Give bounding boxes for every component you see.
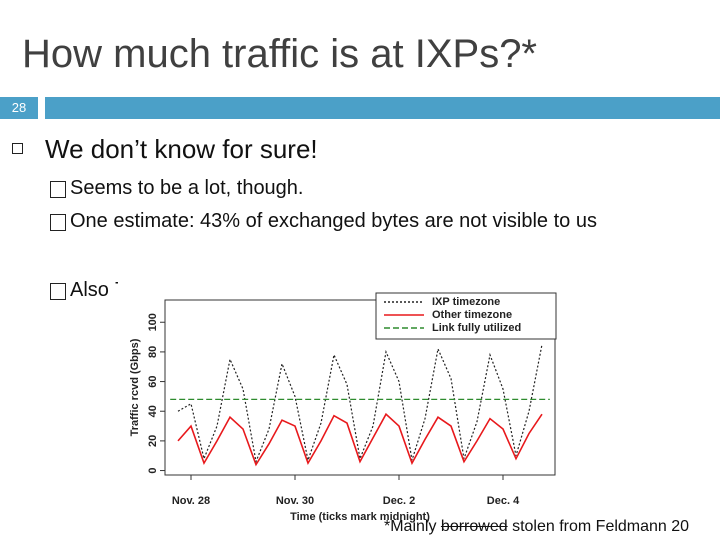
y-tick-label: 100	[147, 313, 159, 331]
bullet-text: One estimate: 43% of exchanged bytes are…	[70, 210, 597, 232]
footnote-text: stolen from Feldmann 20	[512, 518, 690, 535]
slide-number: 28	[0, 97, 38, 119]
footnote-struck: borrowed	[440, 518, 508, 535]
bullet-text: Seems to be a lot, though.	[70, 177, 304, 199]
y-tick-label: 0	[147, 467, 159, 473]
legend-label: Link fully utilized	[432, 322, 521, 334]
x-tick-label: Dec. 4	[487, 495, 520, 507]
legend-label: Other timezone	[432, 309, 512, 321]
bullet	[50, 283, 66, 300]
footnote: *Mainly borrowed stolen from Feldmann 20	[384, 518, 689, 536]
chart: 0 20 40 60 80 100 Nov. 28 Nov. 30 Dec. 2 Dec. 4 Tr…	[118, 280, 560, 525]
legend-box	[375, 292, 557, 340]
line-series	[177, 412, 543, 467]
slide-title: How much traffic is at IXPs?*	[22, 32, 537, 76]
legend-label: IXP timezone	[432, 296, 500, 308]
plot-frame	[164, 299, 556, 476]
bullet	[12, 143, 23, 154]
y-tick-label: 20	[147, 435, 159, 447]
bullet-text: We don’t know for sure!	[45, 134, 318, 164]
line-series	[177, 344, 543, 464]
y-tick-label: 40	[147, 405, 159, 417]
x-tick-label: Nov. 30	[276, 495, 314, 507]
footnote-text: *Mainly	[384, 518, 437, 535]
y-tick-label: 80	[147, 346, 159, 358]
header-bar	[45, 97, 720, 119]
x-tick-label: Dec. 2	[383, 495, 415, 507]
y-axis-label: Traffic rcvd (Gbps)	[129, 338, 141, 436]
x-axis-label: Time (ticks mark midnight)	[290, 511, 430, 523]
y-tick-label: 60	[147, 375, 159, 387]
bullet	[50, 214, 66, 231]
x-tick-label: Nov. 28	[172, 495, 210, 507]
bullet	[50, 181, 66, 198]
